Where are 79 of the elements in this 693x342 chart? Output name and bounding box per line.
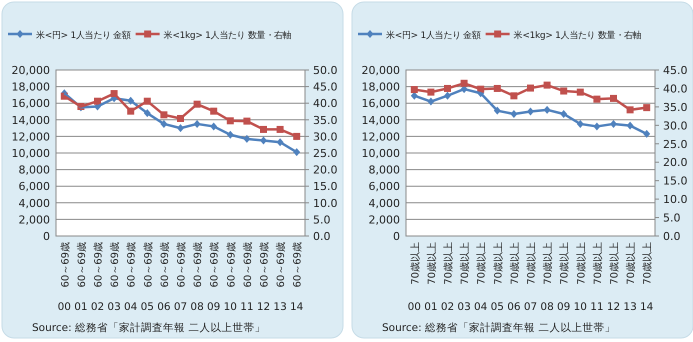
category-label: 70歳以上 02 (440, 242, 454, 313)
y2-tick-label: 5.0 (313, 213, 330, 226)
category-label: 60～69歳 06 (157, 242, 171, 313)
y2-tick-label: 20.0 (313, 164, 338, 177)
y2-tick-label: 15.0 (663, 174, 688, 188)
y-tick-label: 0 (43, 230, 50, 243)
legend-label: 米<円> 1人当たり 金額 (386, 30, 481, 41)
category-label: 60～69歳 01 (74, 242, 88, 313)
category-label: 60～69歳 12 (256, 242, 270, 313)
category-label: 70歳以上 06 (507, 242, 521, 313)
y2-tick-label: 40.0 (313, 97, 338, 110)
category-label: 60～69歳 03 (107, 242, 122, 313)
y-tick-label: 4,000 (18, 196, 50, 210)
y-tick-label: 18,000 (362, 80, 400, 94)
category-label: 60～69歳 11 (240, 242, 254, 313)
y-tick-label: 0 (393, 230, 400, 243)
y2-tick-label: 0.0 (663, 230, 680, 243)
legend-label: 米<1kg> 1人当たり 数量・右軸 (514, 30, 642, 41)
y2-tick-label: 25.0 (313, 147, 338, 160)
y2-tick-label: 50.0 (313, 64, 338, 77)
y2-tick-label: 45.0 (663, 64, 688, 77)
category-label: 70歳以上 00 (408, 242, 422, 313)
y-tick-label: 14,000 (12, 114, 50, 127)
category-label: 60～69歳 00 (58, 242, 72, 313)
category-label: 70歳以上 04 (474, 242, 488, 313)
y2-tick-label: 5.0 (663, 212, 680, 225)
category-label: 70歳以上 11 (590, 242, 604, 313)
category-label: 60～69歳 09 (207, 242, 221, 313)
y-tick-label: 16,000 (362, 97, 400, 110)
y-tick-label: 16,000 (12, 97, 50, 110)
category-label: 60～69歳 05 (140, 242, 154, 313)
category-label: 70歳以上 05 (490, 242, 504, 313)
category-label: 60～69歳 14 (290, 242, 304, 313)
category-label: 70歳以上 13 (623, 242, 638, 313)
source-note: Source: 総務省「家計調査年報 二人以上世帯」 (32, 321, 266, 334)
y2-tick-label: 0.0 (313, 230, 330, 243)
category-label: 60～69歳 08 (190, 242, 204, 313)
y2-tick-label: 40.0 (663, 82, 688, 96)
y-tick-label: 20,000 (362, 64, 400, 77)
category-label: 60～69歳 02 (90, 242, 104, 313)
y-tick-label: 4,000 (368, 196, 400, 210)
y2-tick-label: 45.0 (313, 80, 338, 94)
y2-tick-label: 35.0 (313, 114, 338, 127)
y2-tick-label: 35.0 (663, 100, 688, 114)
category-label: 70歳以上 08 (540, 242, 554, 313)
y-tick-label: 12,000 (12, 130, 50, 144)
y2-tick-label: 30.0 (313, 130, 338, 144)
category-label: 70歳以上 07 (524, 242, 538, 313)
y2-tick-label: 15.0 (313, 180, 338, 194)
y2-tick-label: 10.0 (663, 193, 688, 206)
y2-tick-label: 25.0 (663, 138, 688, 151)
legend-label: 米<1kg> 1人当たり 数量・右軸 (164, 30, 292, 41)
category-label: 60～69歳 07 (174, 242, 188, 313)
category-label: 70歳以上 01 (424, 242, 438, 313)
category-label: 70歳以上 14 (640, 242, 654, 313)
category-label: 60～69歳 04 (124, 242, 138, 313)
y-tick-label: 6,000 (18, 180, 50, 194)
category-label: 70歳以上 03 (457, 242, 472, 313)
source-note: Source: 総務省「家計調査年報 二人以上世帯」 (382, 321, 616, 334)
y-tick-label: 2,000 (368, 213, 400, 226)
legend-label: 米<円> 1人当たり 金額 (36, 30, 131, 41)
category-label: 70歳以上 10 (574, 242, 588, 313)
y-tick-label: 2,000 (18, 213, 50, 226)
y2-tick-label: 30.0 (663, 119, 688, 132)
y2-tick-label: 20.0 (663, 156, 688, 170)
category-label: 70歳以上 12 (606, 242, 620, 313)
category-label: 60～69歳 10 (224, 242, 238, 313)
y-tick-label: 20,000 (12, 64, 50, 77)
y-tick-label: 14,000 (362, 114, 400, 127)
y-tick-label: 10,000 (362, 147, 400, 160)
y-tick-label: 12,000 (362, 130, 400, 144)
y2-tick-label: 10.0 (313, 196, 338, 210)
y-tick-label: 8,000 (18, 164, 50, 177)
category-label: 60～69歳 13 (273, 242, 288, 313)
category-label: 70歳以上 09 (557, 242, 571, 313)
y-tick-label: 8,000 (368, 164, 400, 177)
y-tick-label: 6,000 (368, 180, 400, 194)
y-tick-label: 10,000 (12, 147, 50, 160)
y-tick-label: 18,000 (12, 80, 50, 94)
